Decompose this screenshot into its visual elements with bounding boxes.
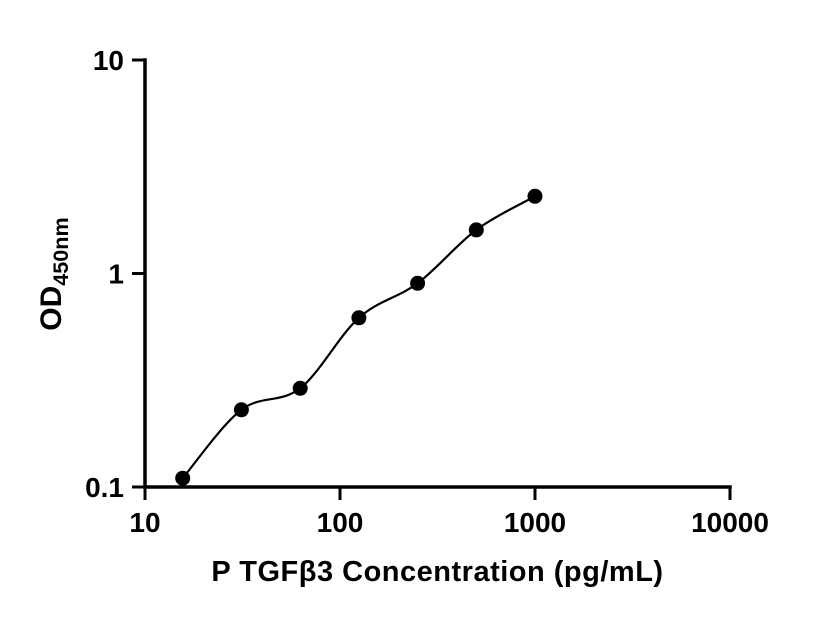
y-tick-label: 0.1 (85, 472, 124, 503)
y-axis-label: OD450nm (31, 124, 73, 424)
y-tick-label: 1 (108, 259, 124, 290)
x-tick-label: 100 (317, 507, 364, 538)
data-point (292, 380, 308, 396)
fit-curve (181, 195, 536, 479)
y-axis-label-main: OD (35, 285, 68, 331)
data-point (175, 470, 191, 486)
y-tick-label: 10 (93, 45, 124, 76)
data-point (468, 222, 484, 238)
x-tick-label: 10000 (691, 507, 769, 538)
x-axis-label: P TGFβ3 Concentration (pg/mL) (211, 556, 664, 588)
data-point (351, 310, 367, 326)
x-tick-label: 10 (129, 507, 160, 538)
axes (143, 58, 732, 489)
data-point (233, 402, 249, 418)
x-tick-label: 1000 (504, 507, 566, 538)
data-point (527, 188, 543, 204)
y-axis-label-subscript: 450nm (48, 217, 73, 286)
data-point (410, 275, 426, 291)
